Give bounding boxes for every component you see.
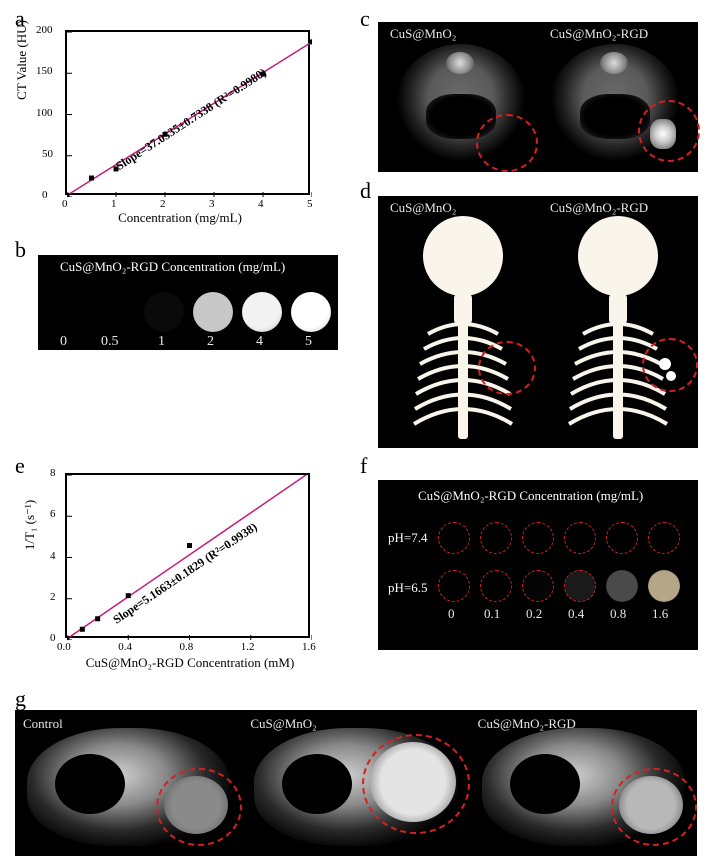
panel-f-ph65: pH=6.5 (388, 580, 427, 596)
panel-a-xlabel: Concentration (mg/mL) (100, 210, 260, 226)
panel-f-title: CuS@MnO₂-RGD Concentration (mg/mL) (418, 488, 643, 504)
panel-f-well-ph65 (564, 570, 596, 602)
panel-f-well-ph74 (522, 522, 554, 554)
panel-f-well-ph65 (522, 570, 554, 602)
panel-f: CuS@MnO₂-RGD Concentration (mg/mL) pH=7.… (378, 480, 698, 650)
skeleton-right (543, 214, 693, 444)
panel-f-ph74: pH=7.4 (388, 530, 427, 546)
panel-c-label: c (360, 6, 370, 32)
skeleton-left (388, 214, 538, 444)
panel-b-well (144, 292, 184, 332)
panel-d-circle-right (642, 338, 698, 392)
panel-f-well-ph65 (438, 570, 470, 602)
panel-b-well (95, 292, 135, 332)
panel-a-ylabel: CT Value (HU) (14, 0, 30, 120)
panel-f-well-ph65 (606, 570, 638, 602)
panel-f-well-ph65 (480, 570, 512, 602)
panel-f-well-ph65 (648, 570, 680, 602)
panel-b-title: CuS@MnO₂-RGD Concentration (mg/mL) (60, 259, 285, 275)
panel-c-right-label: CuS@MnO₂-RGD (550, 26, 648, 42)
panel-e-ylabel: 1/T₁ (s⁻¹) (22, 485, 38, 565)
panel-f-well-ph74 (438, 522, 470, 554)
panel-e-chart (65, 473, 310, 638)
panel-f-well-ph74 (606, 522, 638, 554)
panel-f-well-ph74 (564, 522, 596, 554)
panel-b-well (291, 292, 331, 332)
panel-g-label: g (15, 686, 26, 712)
panel-c-left-label: CuS@MnO₂ (390, 26, 456, 42)
panel-c-circle-left (476, 114, 538, 172)
panel-f-well-ph74 (480, 522, 512, 554)
panel-c: CuS@MnO₂ CuS@MnO₂-RGD (378, 22, 698, 172)
panel-d: CuS@MnO₂ CuS@MnO₂-RGD (378, 196, 698, 448)
panel-d-circle-left (478, 341, 536, 395)
panel-f-label: f (360, 453, 367, 479)
panel-b-well (242, 292, 282, 332)
panel-b-label: b (15, 237, 26, 263)
panel-c-circle-right (638, 100, 700, 162)
panel-d-label: d (360, 178, 371, 204)
panel-b-well (193, 292, 233, 332)
panel-e-xlabel: CuS@MnO₂-RGD Concentration (mM) (75, 655, 305, 671)
panel-f-well-ph74 (648, 522, 680, 554)
panel-b-well (46, 292, 86, 332)
panel-e-label: e (15, 453, 25, 479)
